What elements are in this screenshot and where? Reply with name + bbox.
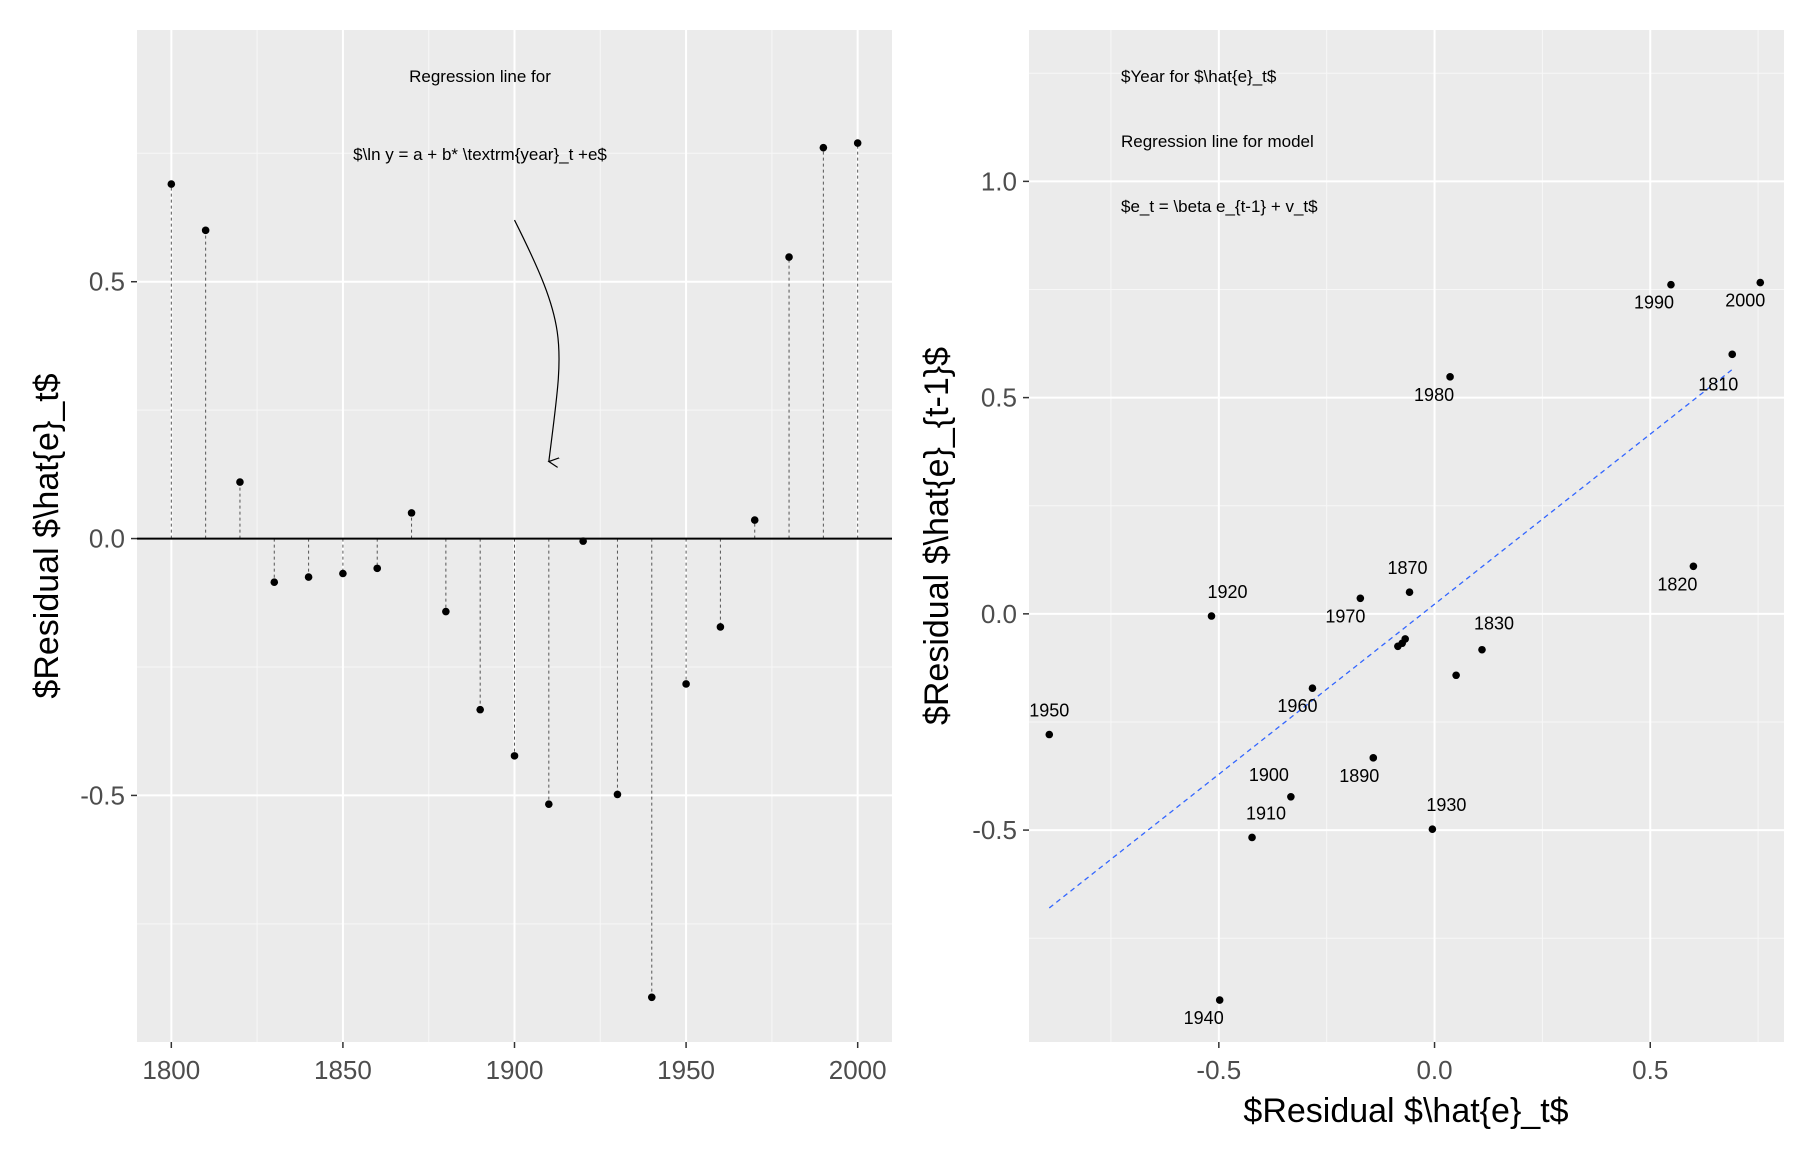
y-tick-label: -0.5 (80, 780, 125, 810)
y-tick-label: -0.5 (972, 815, 1017, 845)
stem-lines (170, 143, 859, 998)
data-point (545, 800, 553, 808)
x-tick-label: 0.5 (1632, 1055, 1668, 1085)
point-label: 1950 (1029, 701, 1069, 721)
data-point (716, 623, 725, 631)
data-point (1287, 792, 1295, 801)
x-tick-labels: 1800 1850 1900 1950 2000 (142, 1042, 887, 1085)
data-point (510, 752, 519, 760)
annotation-line-1: $Year for $\hat{e}_t$ (1121, 67, 1277, 86)
data-point (1405, 588, 1414, 597)
data-point (1248, 833, 1256, 842)
data-point (1478, 645, 1486, 654)
data-point (1728, 350, 1737, 359)
data-point (270, 578, 279, 587)
x-tick-label: 2000 (829, 1055, 887, 1085)
data-point (201, 226, 210, 235)
data-point (613, 790, 622, 799)
data-point (1428, 825, 1437, 834)
data-point (1756, 278, 1765, 287)
data-point (1369, 754, 1378, 762)
y-tick-label: 0.5 (89, 267, 125, 297)
point-label: 1900 (1249, 765, 1289, 785)
data-point (1045, 730, 1054, 739)
y-tick-label: 1.0 (981, 166, 1017, 196)
x-tick-label: 1900 (486, 1055, 544, 1085)
data-point (1446, 373, 1454, 381)
data-point (304, 573, 313, 581)
data-point (167, 180, 176, 188)
annotation-line-2: Regression line for model (1121, 132, 1314, 151)
y-tick-label: 0.0 (89, 524, 125, 554)
data-point (1689, 562, 1698, 571)
x-tick-label: 1850 (314, 1055, 372, 1085)
y-tick-labels: -0.5 0.0 0.5 (80, 267, 137, 810)
lag-scatter-panel: 1810 1820 1830 1870 1890 1900 1910 1920 1930 1940… (918, 30, 1784, 1130)
regression-line (1048, 368, 1733, 909)
point-label: 1890 (1339, 766, 1379, 786)
point-label: 1870 (1387, 558, 1427, 578)
point-label: 1930 (1426, 795, 1466, 815)
point-label: 1940 (1184, 1008, 1224, 1028)
data-points (1045, 278, 1765, 1004)
data-point (579, 537, 587, 545)
data-point (407, 509, 416, 517)
annotation-line-2: $\ln y = a + b* \textrm{year}_t +e$ (353, 145, 607, 164)
data-points (167, 139, 862, 1002)
data-point (236, 478, 244, 486)
data-point (750, 516, 759, 524)
y-tick-label: 0.0 (981, 599, 1017, 629)
x-axis-title: $Residual $\hat{e}_t$ (1243, 1092, 1568, 1130)
y-tick-label: 0.5 (981, 383, 1017, 413)
grid-lines (1029, 30, 1784, 1042)
data-point (1667, 280, 1675, 289)
data-point (476, 705, 484, 714)
point-label: 1980 (1414, 385, 1454, 405)
data-point (647, 993, 656, 1002)
x-tick-label: 0.0 (1416, 1055, 1452, 1085)
point-label: 1960 (1277, 696, 1317, 716)
point-label: 1820 (1657, 574, 1697, 594)
point-labels: 1810 1820 1830 1870 1890 1900 1910 1920 1930 1940… (1029, 291, 1765, 1028)
data-point (1215, 996, 1224, 1004)
data-point (339, 569, 347, 578)
plot-background (1029, 30, 1784, 1042)
data-point (819, 143, 828, 152)
point-label: 2000 (1725, 291, 1765, 311)
y-axis-title: $Residual $\hat{e}_{t-1}$ (918, 347, 956, 725)
annotation-line-1: Regression line for (409, 67, 551, 86)
data-point (373, 564, 382, 573)
data-point (785, 253, 793, 261)
stem-plot-panel: Regression line for $\ln y = a + b* \tex… (28, 30, 892, 1085)
y-tick-labels: -0.5 0.0 0.5 1.0 (972, 166, 1029, 845)
point-label: 1970 (1325, 606, 1365, 626)
data-point (682, 680, 690, 688)
data-point (853, 139, 862, 147)
point-label: 1830 (1474, 614, 1514, 634)
annotation-line-3: $e_t = \beta e_{t-1} + v_t$ (1121, 197, 1318, 216)
data-point (1452, 671, 1460, 680)
x-tick-label: 1800 (142, 1055, 200, 1085)
data-point (1356, 594, 1365, 603)
data-point (1401, 635, 1410, 643)
data-point (442, 607, 450, 616)
x-tick-label: -0.5 (1196, 1055, 1241, 1085)
point-label: 1990 (1634, 293, 1674, 313)
data-point (1308, 684, 1317, 693)
y-axis-title: $Residual $\hat{e}_t$ (28, 373, 66, 698)
point-label: 1810 (1698, 374, 1738, 394)
x-tick-labels: -0.5 0.0 0.5 (1196, 1042, 1668, 1085)
annotation-arrow (513, 219, 560, 461)
point-label: 1920 (1207, 582, 1247, 602)
x-tick-label: 1950 (657, 1055, 715, 1085)
point-label: 1910 (1246, 803, 1286, 823)
data-point (1207, 612, 1216, 620)
